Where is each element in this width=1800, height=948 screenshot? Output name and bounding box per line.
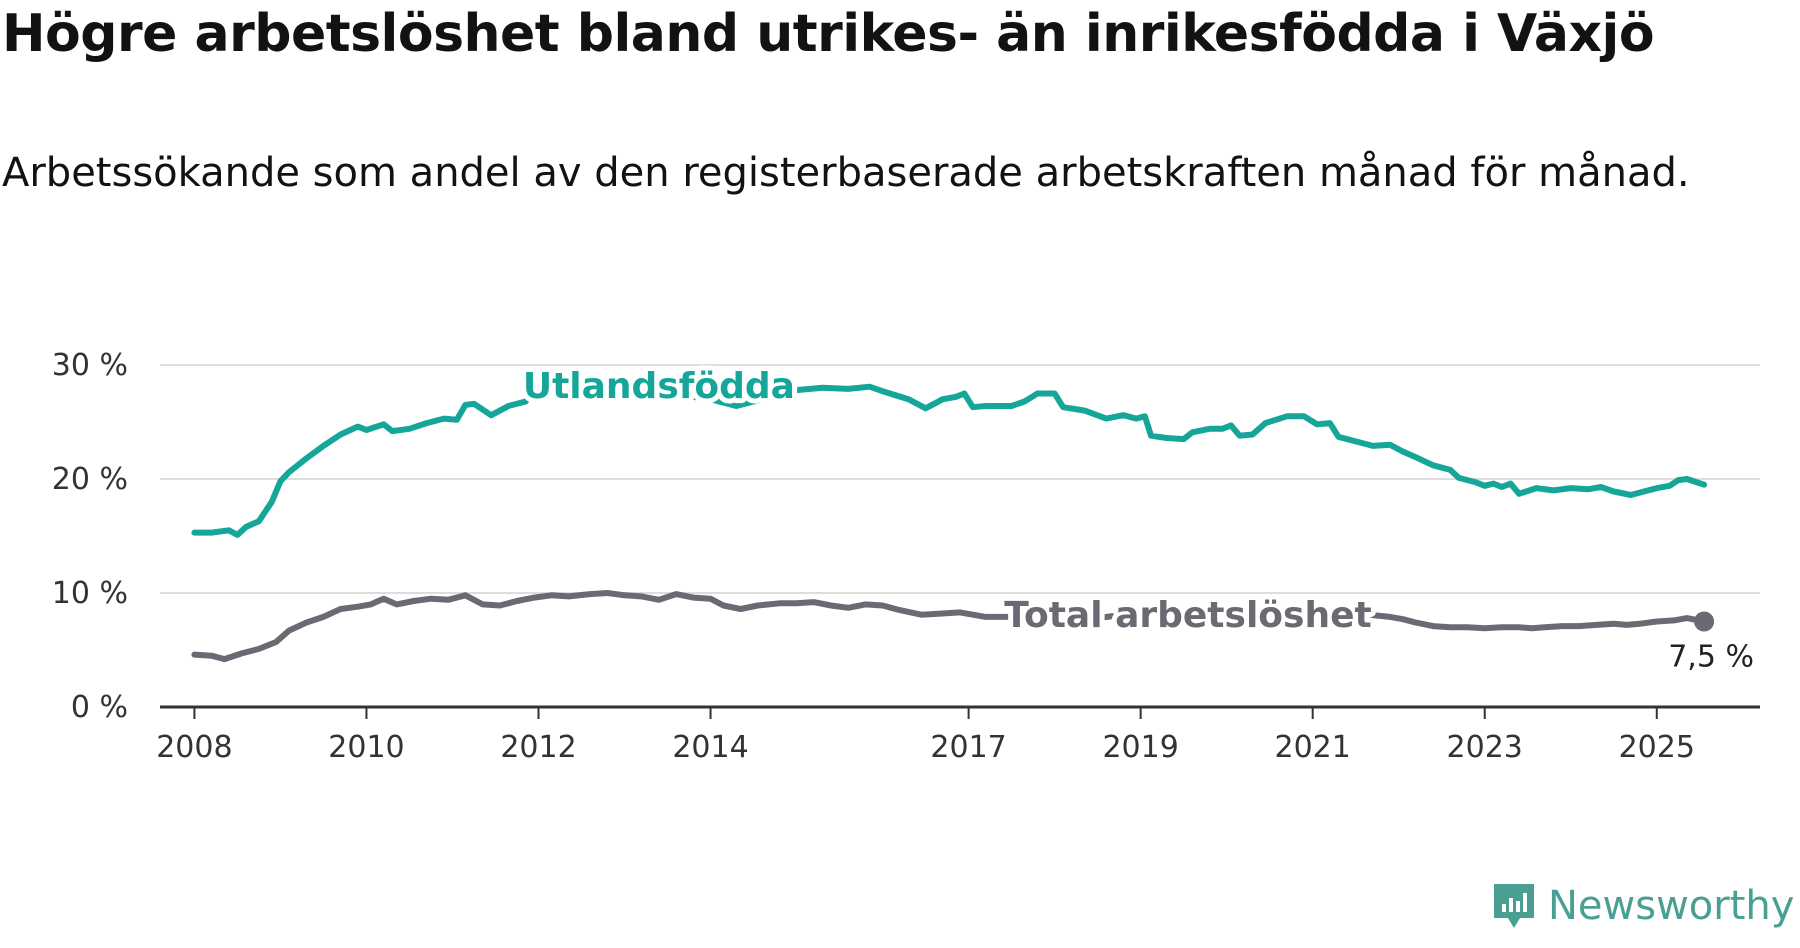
- series-label-utlandsfodda: Utlandsfödda: [523, 366, 795, 407]
- x-tick-label: 2019: [1102, 730, 1178, 765]
- chart-title: Högre arbetslöshet bland utrikes- än inr…: [2, 4, 1655, 64]
- y-axis-ticks: 0 % 10 % 20 % 30 %: [52, 348, 128, 725]
- brand-name: Newsworthy: [1548, 883, 1795, 929]
- x-axis-ticks: 2008 2010 2012 2014 2017 2019 2021 2023 2025: [156, 707, 1695, 765]
- series-line-total: [191, 590, 1708, 663]
- x-tick-label: 2023: [1447, 730, 1523, 765]
- x-tick-label: 2017: [930, 730, 1006, 765]
- end-value-label: 7,5 %: [1668, 640, 1754, 675]
- x-tick-label: 2008: [156, 730, 232, 765]
- series-label-total: Total arbetslöshet: [1004, 595, 1372, 636]
- x-tick-label: 2012: [500, 730, 576, 765]
- x-tick-label: 2025: [1619, 730, 1695, 765]
- y-tick-label: 30 %: [52, 348, 128, 383]
- x-tick-label: 2010: [328, 730, 404, 765]
- grid-lines: [160, 364, 1760, 709]
- series-lines: [191, 379, 1708, 663]
- x-tick-label: 2021: [1275, 730, 1351, 765]
- end-point-marker: [1694, 611, 1715, 632]
- y-tick-label: 20 %: [52, 462, 128, 497]
- chart-subtitle: Arbetssökande som andel av den registerb…: [2, 150, 1690, 196]
- y-tick-label: 0 %: [71, 690, 128, 725]
- y-tick-label: 10 %: [52, 576, 128, 611]
- series-labels: Utlandsfödda Total arbetslöshet 7,5 %: [518, 361, 1754, 675]
- series-line-utlandsfodda: [191, 379, 1708, 538]
- newsworthy-logo-icon: [1494, 884, 1534, 928]
- brand-logo: Newsworthy: [1490, 880, 1794, 932]
- x-tick-label: 2014: [672, 730, 748, 765]
